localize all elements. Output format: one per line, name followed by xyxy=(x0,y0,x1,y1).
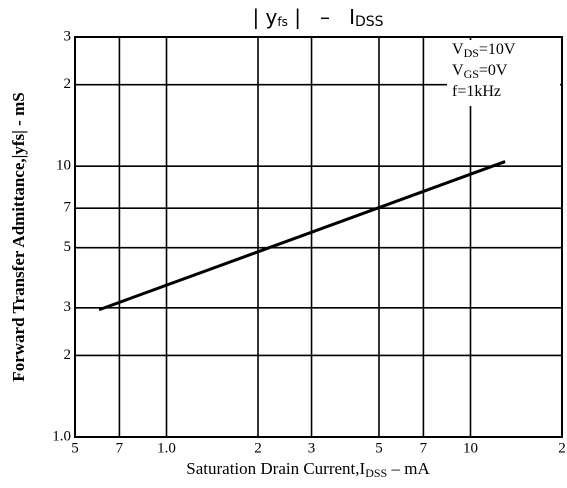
x-label-part: Saturation Drain Current,I xyxy=(186,459,365,478)
annotation-part: GS xyxy=(464,67,479,81)
y-tick-label: 3 xyxy=(64,28,72,44)
y-tick-label: 5 xyxy=(64,239,72,255)
y-axis-label: Forward Transfer Admittance,|yfs| - mS xyxy=(9,92,28,381)
y-tick-label: 7 xyxy=(64,200,72,216)
annotation-background xyxy=(447,40,560,106)
x-tick-label: 7 xyxy=(420,440,428,456)
y-tick-label: 1.0 xyxy=(52,428,71,444)
y-tick-label: 10 xyxy=(56,158,71,174)
x-tick-label: 1.0 xyxy=(157,440,176,456)
annotation-part: V xyxy=(452,62,464,79)
title-part: | – I xyxy=(288,5,355,29)
data-line xyxy=(98,160,506,312)
title-part: fs xyxy=(277,15,287,29)
annotation-part: =10V xyxy=(479,41,516,58)
x-label-part: DSS xyxy=(365,466,387,480)
annotation-part: V xyxy=(452,41,464,58)
x-tick-label: 5 xyxy=(71,440,79,456)
annotation: VDS=10V xyxy=(452,41,516,60)
annotation: f=1kHz xyxy=(452,83,501,100)
annotation-part: f=1kHz xyxy=(452,83,501,100)
y-tick-label: 2 xyxy=(64,76,72,92)
annotation-part: =0V xyxy=(479,62,508,79)
title-part: | y xyxy=(252,5,277,29)
x-tick-label: 5 xyxy=(375,440,383,456)
y-tick-label: 2 xyxy=(64,347,72,363)
x-tick-label: 2 xyxy=(558,440,566,456)
x-tick-label: 7 xyxy=(116,440,124,456)
chart-title: | yfs | – IDSS xyxy=(252,5,383,31)
x-tick-label: 2 xyxy=(254,440,262,456)
x-tick-label: 10 xyxy=(463,440,478,456)
x-tick-label: 3 xyxy=(308,440,316,456)
plot-frame xyxy=(74,36,563,438)
y-tick-label: 3 xyxy=(64,299,72,315)
x-label-part: – mA xyxy=(387,459,430,478)
x-axis-label: Saturation Drain Current,IDSS – mA xyxy=(186,459,430,480)
annotation: VGS=0V xyxy=(452,62,508,81)
annotation-part: DS xyxy=(464,46,479,60)
title-part: DSS xyxy=(355,14,384,30)
